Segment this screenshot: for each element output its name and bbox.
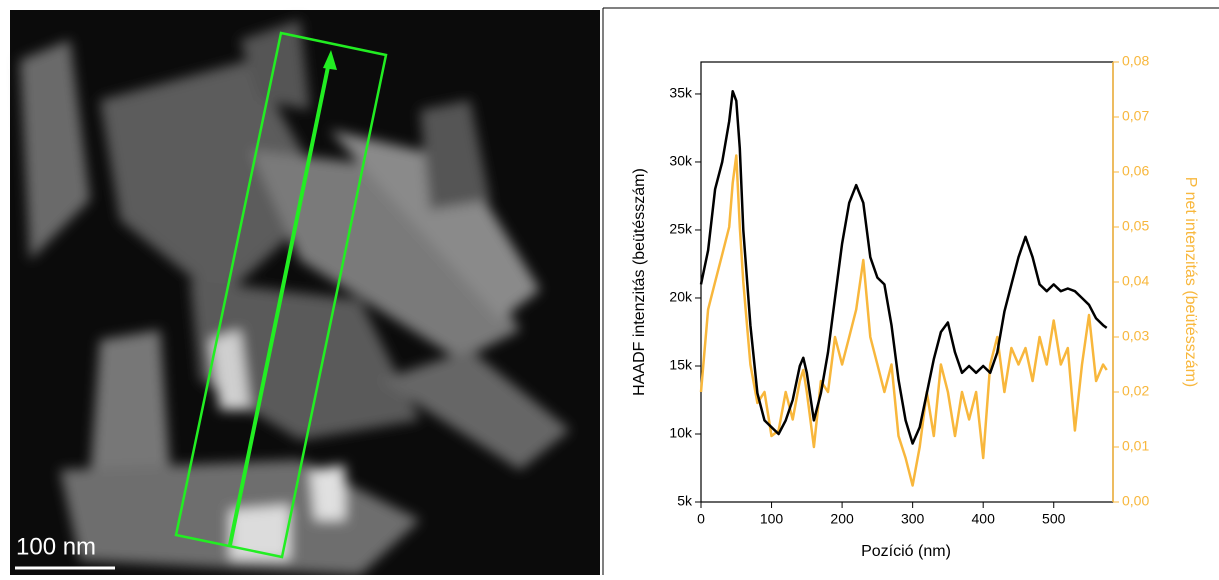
y-tick-label: 10k [669,425,693,441]
particles [20,20,570,575]
profile-arrow [228,61,331,546]
y2-tick-label: 0,01 [1122,438,1149,454]
y2-tick-label: 0,07 [1122,108,1149,124]
y-tick-label: 25k [669,221,693,237]
y2-tick-label: 0,06 [1122,163,1149,179]
plot-frame [700,61,1114,503]
x-axis-label: Pozíció (nm) [861,543,951,560]
y-tick-label: 35k [669,85,693,101]
x-tick-label: 0 [697,511,705,527]
x-tick-label: 100 [760,511,784,527]
x-tick-label: 400 [972,511,996,527]
y-tick-label: 20k [669,289,693,305]
scale-bar-label: 100 nm [16,533,96,560]
x-tick-label: 300 [901,511,925,527]
series-line [699,89,1108,445]
y2-tick-label: 0,04 [1122,273,1149,289]
y2-axis-label: P net intenzitás (beütésszám) [1182,177,1199,387]
micrograph: 100 nm [10,10,600,575]
profile-box [174,31,388,559]
y2-tick-label: 0,05 [1122,218,1149,234]
series-line [699,154,1108,487]
y2-tick-label: 0,08 [1122,53,1149,69]
x-tick-label: 200 [830,511,854,527]
y2-tick-label: 0,00 [1122,493,1149,509]
y-tick-label: 5k [677,493,693,509]
y-axis-label: HAADF intenzitás (beütésszám) [631,168,648,396]
x-tick-label: 500 [1042,511,1066,527]
y2-tick-label: 0,03 [1122,328,1149,344]
arrow-head [323,50,337,70]
y2-tick-label: 0,02 [1122,383,1149,399]
y-tick-label: 15k [669,357,693,373]
y-tick-label: 30k [669,153,693,169]
